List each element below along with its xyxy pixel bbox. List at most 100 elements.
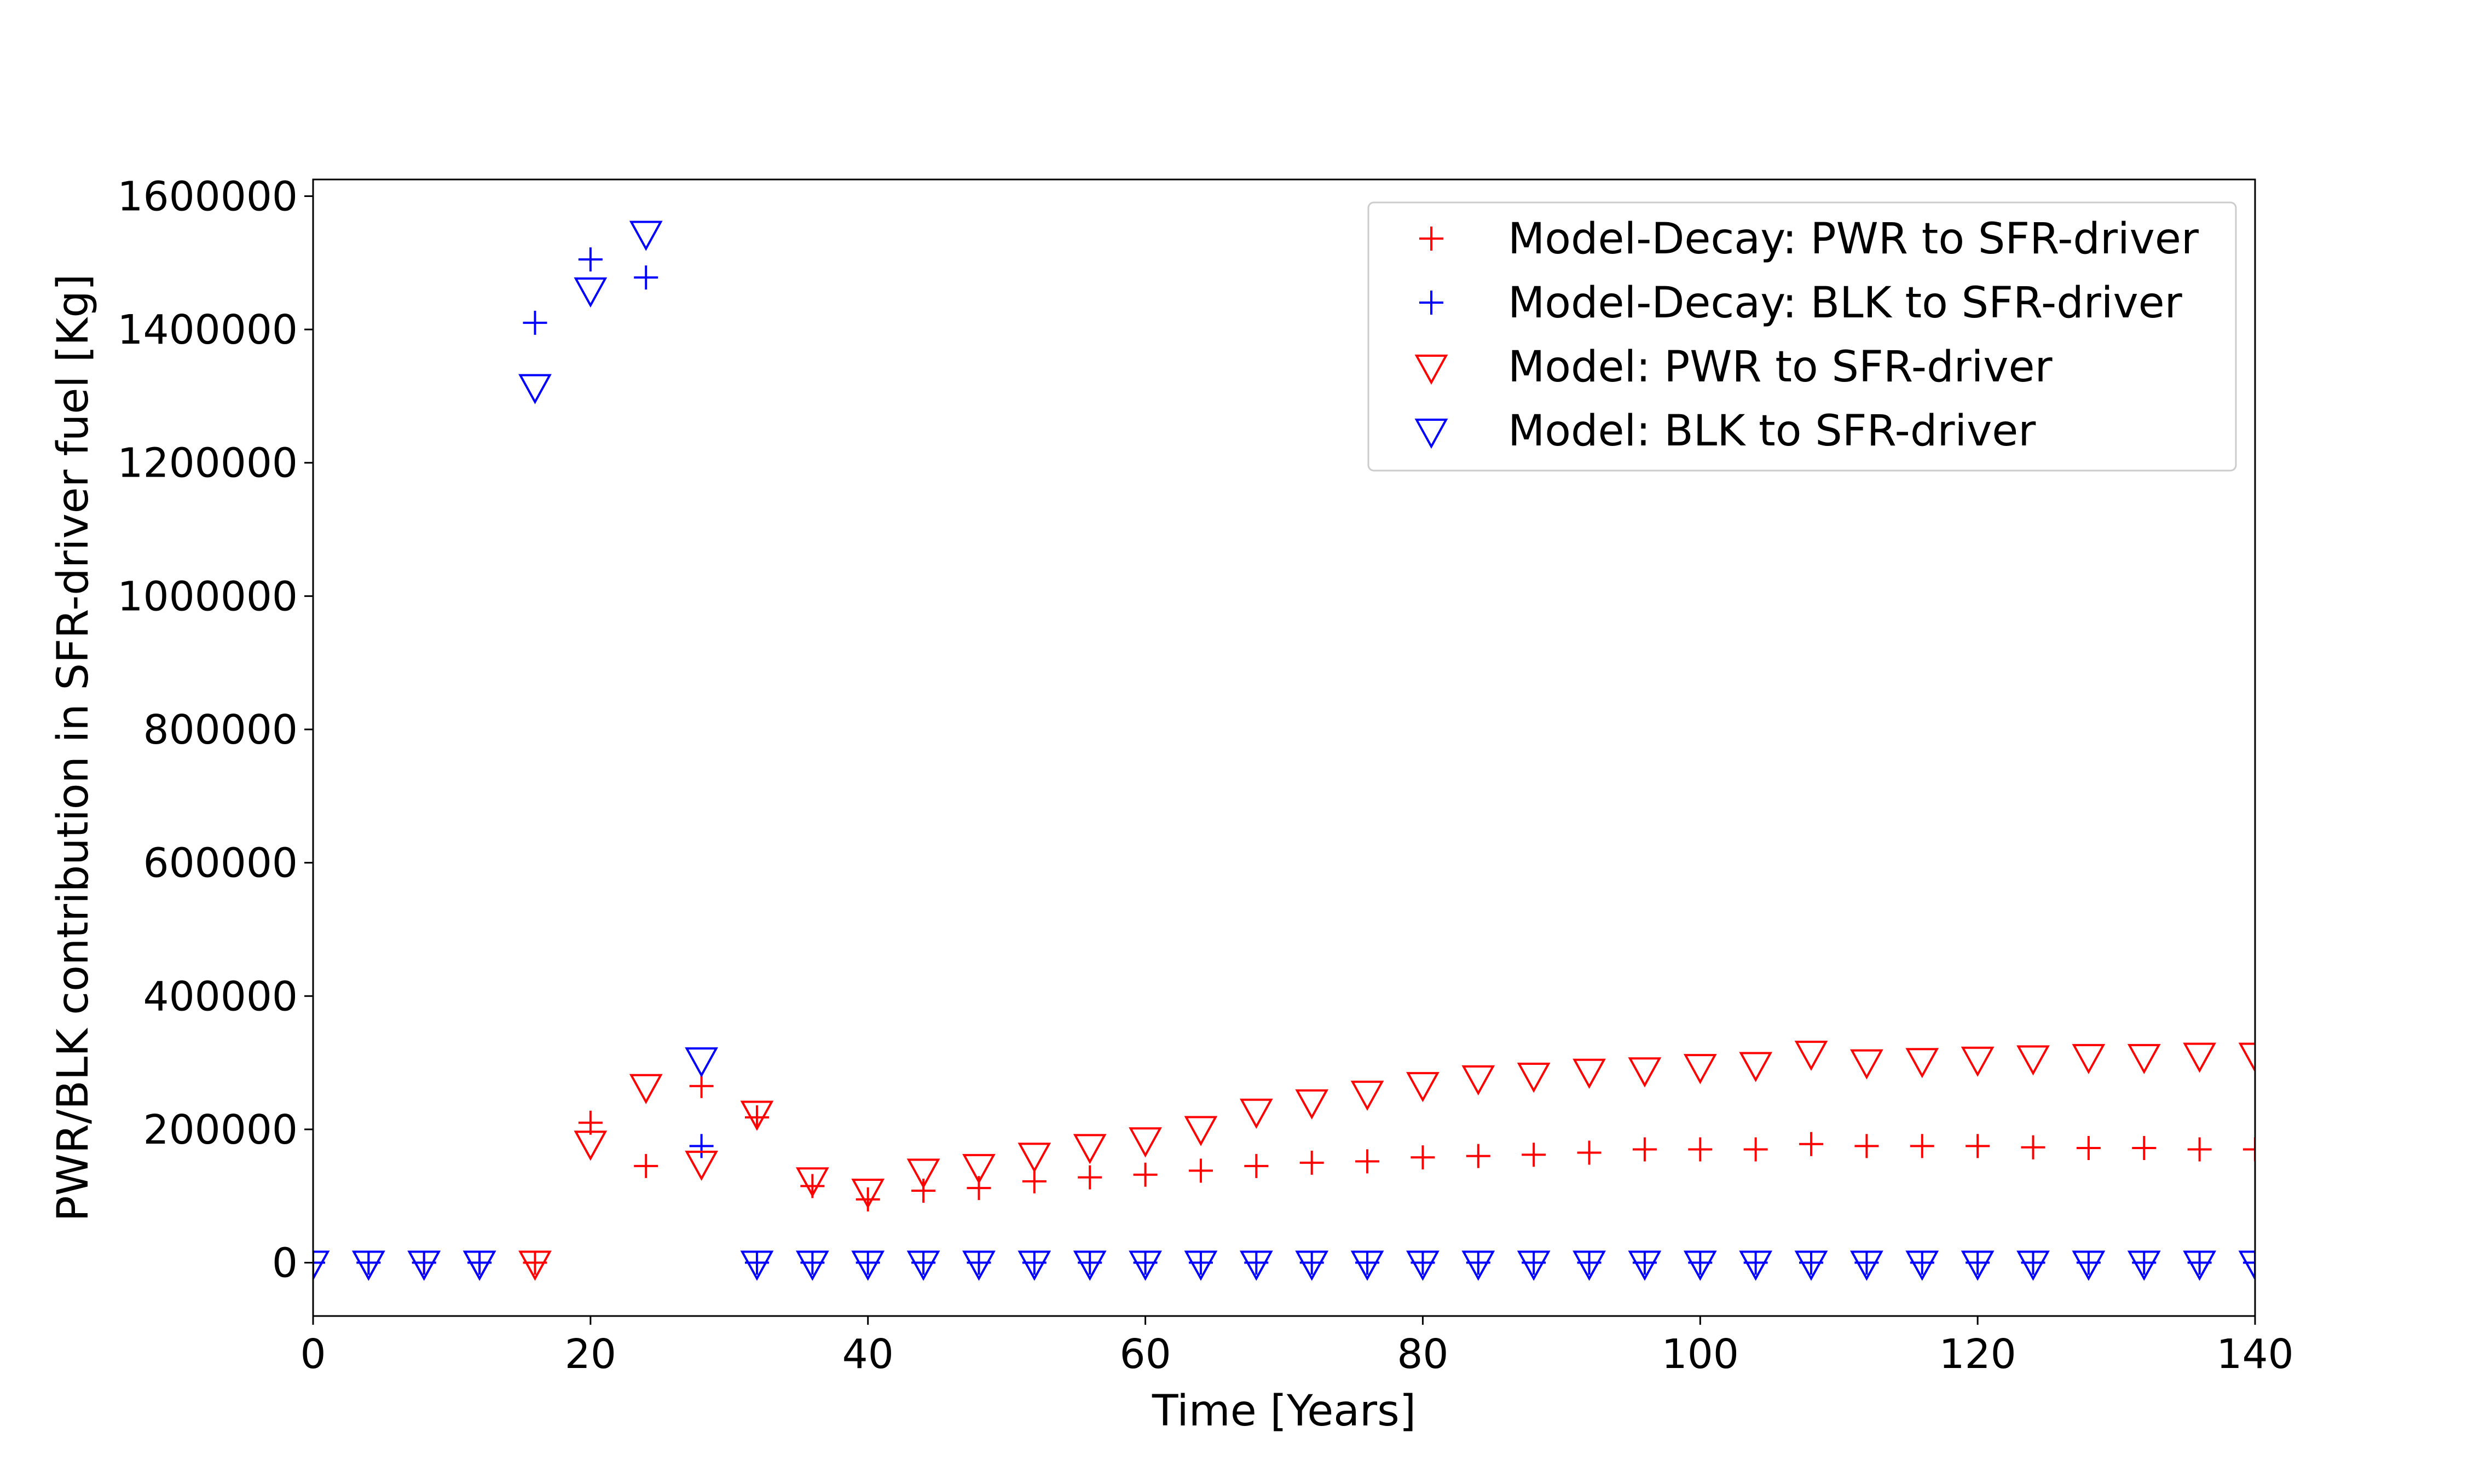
y-axis: 0 200000 400000 600000 800000 1000000 1200000 1… (117, 173, 313, 1287)
y-axis-label: PWR/BLK contribution in SFR-driver fuel … (49, 274, 98, 1222)
data-point (1018, 1250, 1051, 1281)
data-point (1073, 1134, 1107, 1164)
data-point (1739, 1052, 1773, 1082)
data-point (629, 221, 663, 251)
data-point (1799, 1132, 1824, 1156)
data-point (2132, 1136, 2157, 1161)
legend-marker (1414, 419, 1448, 449)
data-point (351, 1250, 385, 1281)
plot-frame (312, 178, 2256, 1317)
data-point (1018, 1143, 1051, 1173)
data-point (1295, 1250, 1329, 1281)
data-point (634, 1153, 658, 1178)
data-point (574, 277, 608, 308)
data-point (1295, 1089, 1329, 1120)
data-point (2016, 1250, 2050, 1281)
data-point (795, 1250, 829, 1281)
data-point (1406, 1072, 1440, 1103)
data-point (1628, 1250, 1662, 1281)
y-tick-label: 200000 (143, 1106, 298, 1153)
data-point (1683, 1054, 1717, 1085)
data-point (2127, 1044, 2161, 1075)
legend-label: Model-Decay: BLK to SFR-driver (1508, 279, 2183, 328)
data-point (407, 1250, 441, 1281)
data-point (1573, 1250, 1606, 1281)
data-point (2183, 1042, 2217, 1073)
data-point (2238, 1042, 2255, 1073)
data-point (1905, 1048, 1939, 1079)
data-point (1743, 1137, 1768, 1162)
data-point (1466, 1144, 1490, 1168)
legend-marker (1414, 355, 1448, 385)
x-tick-label: 0 (300, 1331, 326, 1378)
data-point (1184, 1116, 1218, 1146)
y-tick-label: 400000 (143, 973, 298, 1020)
y-tick-label: 1200000 (117, 440, 298, 487)
data-point (1966, 1134, 1990, 1158)
data-point (1961, 1046, 1995, 1077)
data-point (1577, 1140, 1602, 1165)
data-point (2243, 1137, 2255, 1162)
x-tick-label: 100 (1662, 1331, 1739, 1378)
data-point (2183, 1250, 2217, 1281)
data-point (1850, 1049, 1883, 1080)
data-point (1688, 1137, 1713, 1162)
legend-marker (1419, 227, 1443, 251)
data-point (463, 1250, 496, 1281)
data-point (313, 1250, 330, 1281)
data-point (962, 1250, 996, 1281)
legend-marker (1419, 291, 1443, 315)
y-tick-label: 1400000 (117, 306, 298, 353)
data-point (1022, 1169, 1047, 1193)
data-point (1910, 1134, 1934, 1158)
legend-item: Model: BLK to SFR-driver (1414, 407, 2036, 456)
data-point (518, 1250, 552, 1281)
data-point (518, 374, 552, 404)
data-point (1628, 1057, 1662, 1088)
x-axis-label: Time [Years] (1152, 1387, 1416, 1436)
data-point (1854, 1134, 1879, 1158)
data-point (1184, 1250, 1218, 1281)
data-point (740, 1100, 774, 1131)
data-point (689, 1134, 714, 1158)
data-point (906, 1250, 940, 1281)
legend: Model-Decay: PWR to SFR-driver Model-Deca… (1367, 201, 2237, 472)
data-point (1406, 1250, 1440, 1281)
data-point (2076, 1136, 2101, 1161)
x-axis: 0 20 40 60 80 100 120 140 (300, 1316, 2294, 1378)
legend-item: Model-Decay: BLK to SFR-driver (1419, 279, 2183, 328)
legend-item: Model-Decay: PWR to SFR-driver (1419, 215, 2199, 264)
x-tick-label: 120 (1939, 1331, 2016, 1378)
data-point (2021, 1135, 2045, 1160)
data-point (1073, 1250, 1107, 1281)
data-point (2187, 1137, 2212, 1162)
data-point (851, 1178, 885, 1209)
legend-label: Model: PWR to SFR-driver (1508, 343, 2053, 392)
x-tick-label: 80 (1397, 1331, 1448, 1378)
data-point (689, 1074, 714, 1098)
data-point (1355, 1149, 1380, 1174)
data-point (1129, 1250, 1162, 1281)
data-point (1794, 1040, 1828, 1071)
data-point (578, 247, 603, 272)
data-point (1683, 1250, 1717, 1281)
data-point (1739, 1250, 1773, 1281)
y-tick-label: 1600000 (117, 173, 298, 220)
data-point (1299, 1150, 1324, 1175)
data-point (1461, 1250, 1495, 1281)
data-point (1522, 1143, 1546, 1167)
series-4 (313, 221, 2255, 1281)
data-point (744, 1105, 769, 1129)
data-point (1794, 1250, 1828, 1281)
data-point (629, 1074, 663, 1104)
data-point (1632, 1137, 1657, 1162)
data-point (1350, 1080, 1384, 1111)
legend-box (1367, 201, 2237, 472)
data-point (740, 1250, 774, 1281)
data-point (1188, 1158, 1213, 1183)
data-point (1129, 1127, 1162, 1158)
data-point (685, 1150, 718, 1181)
y-tick-label: 600000 (143, 840, 298, 887)
data-point (1517, 1063, 1551, 1093)
